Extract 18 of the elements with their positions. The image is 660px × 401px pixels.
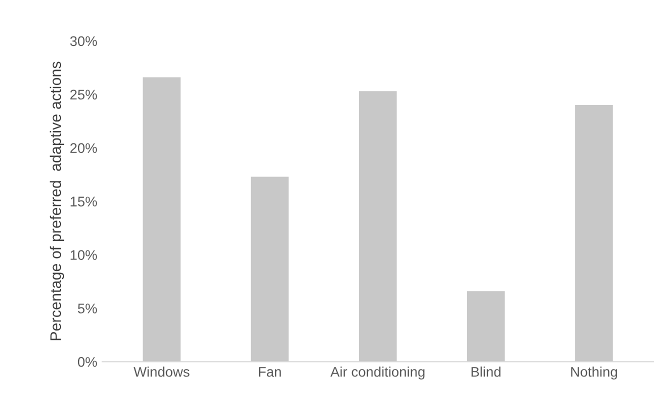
x-tick-label: Fan (258, 367, 281, 377)
bar (575, 105, 613, 362)
y-tick-label: 30% (70, 36, 97, 46)
bar (358, 91, 397, 362)
y-tick-label: 10% (70, 250, 97, 260)
y-tick-label: 0% (78, 357, 97, 367)
bar (142, 77, 181, 362)
x-tick-label: Windows (134, 366, 190, 377)
y-tick-label: 20% (70, 143, 97, 154)
x-tick-label: Air conditioning (330, 366, 424, 380)
bar (467, 291, 505, 362)
y-tick-label: 15% (70, 196, 97, 206)
y-axis-title: Percentage of preferred adaptive actions (50, 62, 64, 340)
x-tick-label: Nothing (571, 366, 618, 380)
bar (250, 176, 289, 362)
y-tick-label: 25% (70, 90, 97, 100)
x-tick-label: Blind (472, 366, 500, 377)
y-tick-label: 5% (78, 304, 97, 314)
